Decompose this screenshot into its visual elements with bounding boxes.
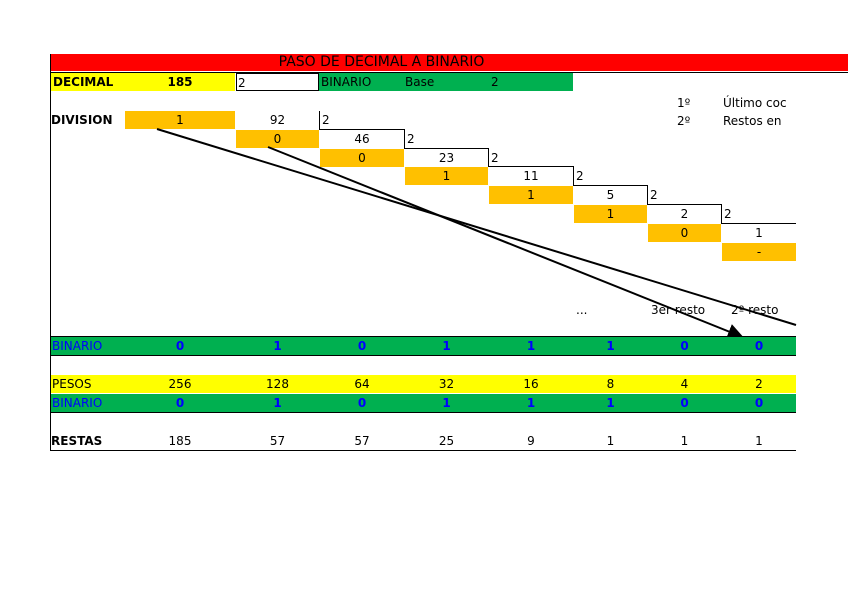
quotient-cell: 2 bbox=[680, 207, 689, 221]
divisor-cell: 2 bbox=[724, 207, 732, 221]
note-2-text: Restos en bbox=[723, 114, 782, 128]
decimal-divisor: 2 bbox=[236, 73, 319, 91]
resto-label-3: 3er resto bbox=[651, 303, 706, 317]
binary-digit: 0 bbox=[754, 396, 764, 410]
quotient-cell: 1 bbox=[755, 226, 763, 240]
peso-value: 64 bbox=[354, 377, 370, 391]
binario-row-2-label: BINARIO bbox=[52, 396, 103, 410]
remainder-cell: 1 bbox=[574, 205, 647, 223]
binary-digit: 1 bbox=[273, 396, 282, 410]
note-2-num: 2º bbox=[677, 114, 691, 128]
division-label: DIVISION bbox=[51, 113, 113, 127]
remainder-cell: 1 bbox=[125, 111, 235, 129]
binario-row-2: BINARIO bbox=[51, 394, 796, 412]
decimal-value[interactable]: 185 bbox=[125, 73, 235, 91]
binary-digit: 0 bbox=[680, 339, 689, 353]
remainder-cell: 1 bbox=[489, 186, 573, 204]
remainder-cell: 0 bbox=[320, 149, 404, 167]
remainder-cell: - bbox=[722, 243, 796, 261]
peso-value: 32 bbox=[438, 377, 455, 391]
binary-digit: 1 bbox=[442, 396, 451, 410]
divisor-cell: 2 bbox=[407, 132, 415, 146]
binary-digit: 0 bbox=[357, 339, 367, 353]
binary-digit: 0 bbox=[680, 396, 689, 410]
peso-value: 256 bbox=[168, 377, 192, 391]
note-1-text: Último coc bbox=[723, 96, 787, 110]
sheet-title: PASO DE DECIMAL A BINARIO bbox=[51, 54, 848, 71]
binary-digit: 1 bbox=[606, 396, 615, 410]
remainder-cell: 0 bbox=[236, 130, 319, 148]
resto-label-2: 2º resto bbox=[731, 303, 779, 317]
resto-label-ellipsis: ... bbox=[576, 303, 588, 317]
binario-row-1: BINARIO bbox=[51, 337, 796, 355]
resta-value: 25 bbox=[438, 434, 455, 448]
divisor-cell: 2 bbox=[491, 151, 499, 165]
pesos-row: PESOS bbox=[51, 375, 796, 393]
binary-digit: 1 bbox=[606, 339, 615, 353]
base-value: 2 bbox=[491, 75, 499, 89]
resta-value: 9 bbox=[527, 434, 535, 448]
arrow-line bbox=[267, 146, 744, 339]
base-label: Base bbox=[405, 75, 435, 89]
divisor-cell: 2 bbox=[576, 169, 584, 183]
pesos-row-label: PESOS bbox=[52, 377, 92, 391]
binario-row-label: BINARIO bbox=[52, 339, 103, 353]
binary-digit: 1 bbox=[273, 339, 282, 353]
binary-digit: 1 bbox=[442, 339, 451, 353]
decimal-label: DECIMAL bbox=[51, 73, 125, 91]
arrow-line bbox=[156, 128, 797, 326]
remainder-cell: 1 bbox=[405, 167, 488, 185]
binario-header: BINARIO Base 2 bbox=[319, 73, 573, 91]
remainder-cell: 0 bbox=[648, 224, 721, 242]
quotient-cell: 11 bbox=[523, 169, 539, 183]
resta-value: 1 bbox=[755, 434, 763, 448]
restas-label: RESTAS bbox=[51, 434, 103, 448]
title-text: PASO DE DECIMAL A BINARIO bbox=[278, 54, 485, 70]
quotient-cell: 92 bbox=[269, 113, 286, 127]
quotient-cell: 46 bbox=[354, 132, 370, 146]
resta-value: 1 bbox=[606, 434, 615, 448]
peso-value: 2 bbox=[755, 377, 763, 391]
peso-value: 128 bbox=[266, 377, 289, 391]
divisor-cell: 2 bbox=[650, 188, 658, 202]
resta-value: 57 bbox=[354, 434, 370, 448]
note-1-num: 1º bbox=[677, 96, 691, 110]
binary-digit: 1 bbox=[526, 396, 536, 410]
quotient-cell: 5 bbox=[606, 188, 615, 202]
peso-value: 16 bbox=[523, 377, 539, 391]
binary-digit: 0 bbox=[754, 339, 764, 353]
binario-header-label: BINARIO bbox=[321, 75, 372, 89]
binary-digit: 0 bbox=[175, 396, 185, 410]
resta-value: 185 bbox=[168, 434, 192, 448]
peso-value: 4 bbox=[680, 377, 689, 391]
binary-digit: 1 bbox=[526, 339, 536, 353]
resta-value: 1 bbox=[680, 434, 689, 448]
divisor-cell: 2 bbox=[322, 113, 330, 127]
binary-digit: 0 bbox=[175, 339, 185, 353]
resta-value: 57 bbox=[269, 434, 286, 448]
peso-value: 8 bbox=[606, 377, 615, 391]
quotient-cell: 23 bbox=[438, 151, 455, 165]
binary-digit: 0 bbox=[357, 396, 367, 410]
